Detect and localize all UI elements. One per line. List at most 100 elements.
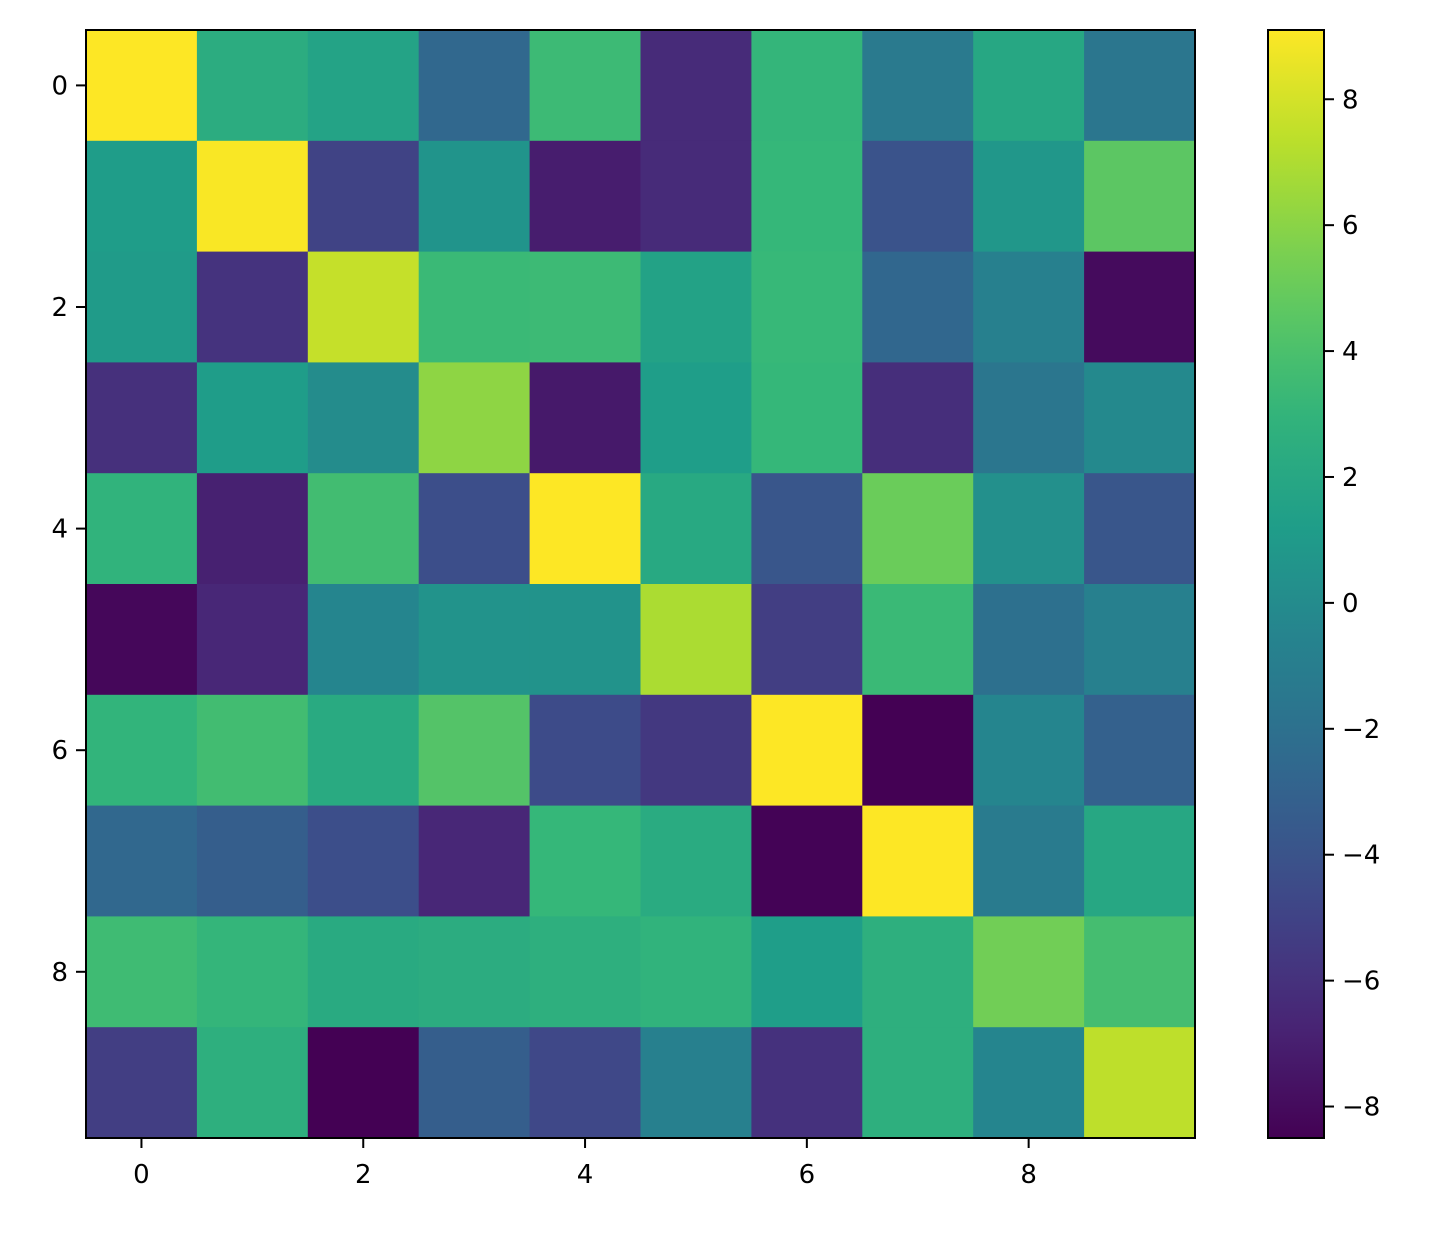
heatmap-cell bbox=[1084, 251, 1196, 363]
heatmap-cell bbox=[418, 916, 531, 1028]
heatmap-cell bbox=[86, 140, 198, 253]
heatmap-cell bbox=[529, 251, 642, 363]
colorbar-tick-label: −8 bbox=[1342, 1093, 1380, 1123]
heatmap-cell bbox=[529, 916, 642, 1028]
heatmap-cell bbox=[418, 30, 531, 142]
heatmap-cell bbox=[418, 584, 531, 696]
heatmap-cell bbox=[418, 473, 531, 585]
heatmap-cell bbox=[751, 584, 863, 696]
colorbar-tick-label: 6 bbox=[1342, 211, 1359, 241]
heatmap-cell bbox=[640, 140, 752, 253]
heatmap-cell bbox=[418, 362, 531, 474]
heatmap-cell bbox=[86, 362, 198, 474]
heatmap-cell bbox=[973, 584, 1085, 696]
colorbar-ticks: −8 −6 −4 −2 0 2 4 6 8 bbox=[1324, 85, 1380, 1123]
heatmap-cell bbox=[640, 30, 752, 142]
heatmap-cell bbox=[307, 584, 420, 696]
heatmap-cell bbox=[751, 30, 863, 142]
heatmap-cell bbox=[973, 362, 1085, 474]
heatmap-cell bbox=[751, 916, 863, 1028]
heatmap-cells bbox=[86, 30, 1196, 1139]
heatmap-cell bbox=[86, 584, 198, 696]
colorbar-tick-label: 2 bbox=[1342, 463, 1359, 493]
heatmap-cell bbox=[86, 1027, 198, 1139]
heatmap-cell bbox=[862, 251, 974, 363]
heatmap-cell bbox=[529, 140, 642, 253]
x-tick-label: 8 bbox=[1020, 1160, 1037, 1190]
heatmap-cell bbox=[196, 916, 309, 1028]
colorbar-tick-label: 8 bbox=[1342, 85, 1359, 115]
heatmap-cell bbox=[973, 1027, 1085, 1139]
heatmap-cell bbox=[751, 694, 863, 807]
heatmap-cell bbox=[973, 694, 1085, 807]
heatmap-cell bbox=[751, 1027, 863, 1139]
heatmap-cell bbox=[307, 916, 420, 1028]
heatmap-cell bbox=[862, 1027, 974, 1139]
x-tick-label: 2 bbox=[355, 1160, 372, 1190]
heatmap-cell bbox=[196, 584, 309, 696]
heatmap-cell bbox=[529, 473, 642, 585]
heatmap-cell bbox=[751, 473, 863, 585]
heatmap-cell bbox=[973, 251, 1085, 363]
colorbar-gradient bbox=[1268, 30, 1324, 1138]
colorbar-frame bbox=[1267, 29, 1325, 1139]
heatmap-cell bbox=[307, 30, 420, 142]
heatmap-cell bbox=[418, 251, 531, 363]
heatmap-cell bbox=[862, 140, 974, 253]
heatmap-cell bbox=[751, 805, 863, 917]
heatmap-cell bbox=[307, 251, 420, 363]
heatmap-cell bbox=[529, 30, 642, 142]
heatmap-cell bbox=[751, 251, 863, 363]
heatmap-cell bbox=[640, 251, 752, 363]
heatmap-cell bbox=[862, 916, 974, 1028]
heatmap-cell bbox=[196, 251, 309, 363]
heatmap-cell bbox=[751, 140, 863, 253]
heatmap-cell bbox=[862, 362, 974, 474]
heatmap-cell bbox=[1084, 805, 1196, 917]
colorbar-tick-label: −4 bbox=[1342, 841, 1380, 871]
colorbar-tick-label: 4 bbox=[1342, 337, 1359, 367]
colorbar-tick-label: −6 bbox=[1342, 967, 1380, 997]
heatmap-cell bbox=[529, 362, 642, 474]
x-tick-label: 4 bbox=[577, 1160, 594, 1190]
heatmap-cell bbox=[1084, 584, 1196, 696]
x-axis: 0 2 4 6 8 bbox=[133, 1138, 1037, 1190]
heatmap-cell bbox=[862, 584, 974, 696]
heatmap-cell bbox=[529, 1027, 642, 1139]
heatmap-cell bbox=[640, 1027, 752, 1139]
heatmap-cell bbox=[640, 473, 752, 585]
heatmap-cell bbox=[418, 1027, 531, 1139]
heatmap-cell bbox=[86, 805, 198, 917]
heatmap-cell bbox=[973, 30, 1085, 142]
heatmap-cell bbox=[1084, 916, 1196, 1028]
heatmap-cell bbox=[973, 916, 1085, 1028]
heatmap-cell bbox=[1084, 473, 1196, 585]
x-tick-label: 6 bbox=[799, 1160, 816, 1190]
heatmap-cell bbox=[86, 916, 198, 1028]
heatmap-cell bbox=[196, 1027, 309, 1139]
heatmap-cell bbox=[751, 362, 863, 474]
heatmap-cell bbox=[307, 694, 420, 807]
y-tick-label: 8 bbox=[51, 958, 68, 988]
heatmap-cell bbox=[86, 30, 198, 142]
heatmap-cell bbox=[196, 473, 309, 585]
heatmap-cell bbox=[196, 362, 309, 474]
heatmap-cell bbox=[862, 805, 974, 917]
heatmap-cell bbox=[1084, 1027, 1196, 1139]
heatmap-cell bbox=[196, 30, 309, 142]
heatmap-cell bbox=[196, 805, 309, 917]
heatmap-cell bbox=[973, 140, 1085, 253]
heatmap-cell bbox=[86, 251, 198, 363]
heatmap-cell bbox=[86, 473, 198, 585]
heatmap-cell bbox=[1084, 30, 1196, 142]
y-tick-label: 2 bbox=[51, 293, 68, 323]
heatmap-cell bbox=[529, 584, 642, 696]
heatmap-cell bbox=[196, 694, 309, 807]
heatmap-cell bbox=[640, 805, 752, 917]
heatmap-cell bbox=[640, 584, 752, 696]
heatmap-cell bbox=[973, 805, 1085, 917]
x-tick-label: 0 bbox=[133, 1160, 150, 1190]
y-tick-label: 0 bbox=[51, 71, 68, 101]
heatmap-cell bbox=[307, 473, 420, 585]
